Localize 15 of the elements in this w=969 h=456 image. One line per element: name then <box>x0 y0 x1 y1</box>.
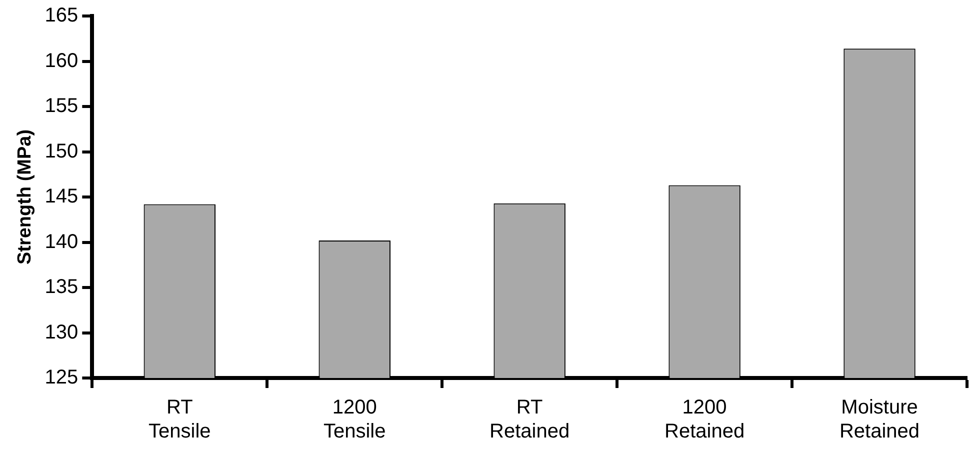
x-tick-label: RT Retained <box>490 396 570 443</box>
y-tick-label: 160 <box>44 50 78 72</box>
y-tick-label: 150 <box>44 140 78 162</box>
y-tick-label: 125 <box>44 366 78 389</box>
x-tick-label: 1200 Retained <box>664 396 745 443</box>
y-tick-label: 165 <box>44 4 78 27</box>
y-tick-label: 145 <box>44 186 78 208</box>
x-tick-label: RT Tensile <box>148 396 211 443</box>
y-axis-title: Strength (MPa) <box>14 129 36 265</box>
y-tick-label: 130 <box>44 321 78 344</box>
y-tick-label: 140 <box>44 230 78 253</box>
x-tick-label: 1200 Tensile <box>323 396 386 443</box>
y-tick-label: 135 <box>44 276 78 298</box>
y-tick-label: 155 <box>44 95 78 118</box>
x-tick-label: Moisture Retained <box>839 396 920 443</box>
